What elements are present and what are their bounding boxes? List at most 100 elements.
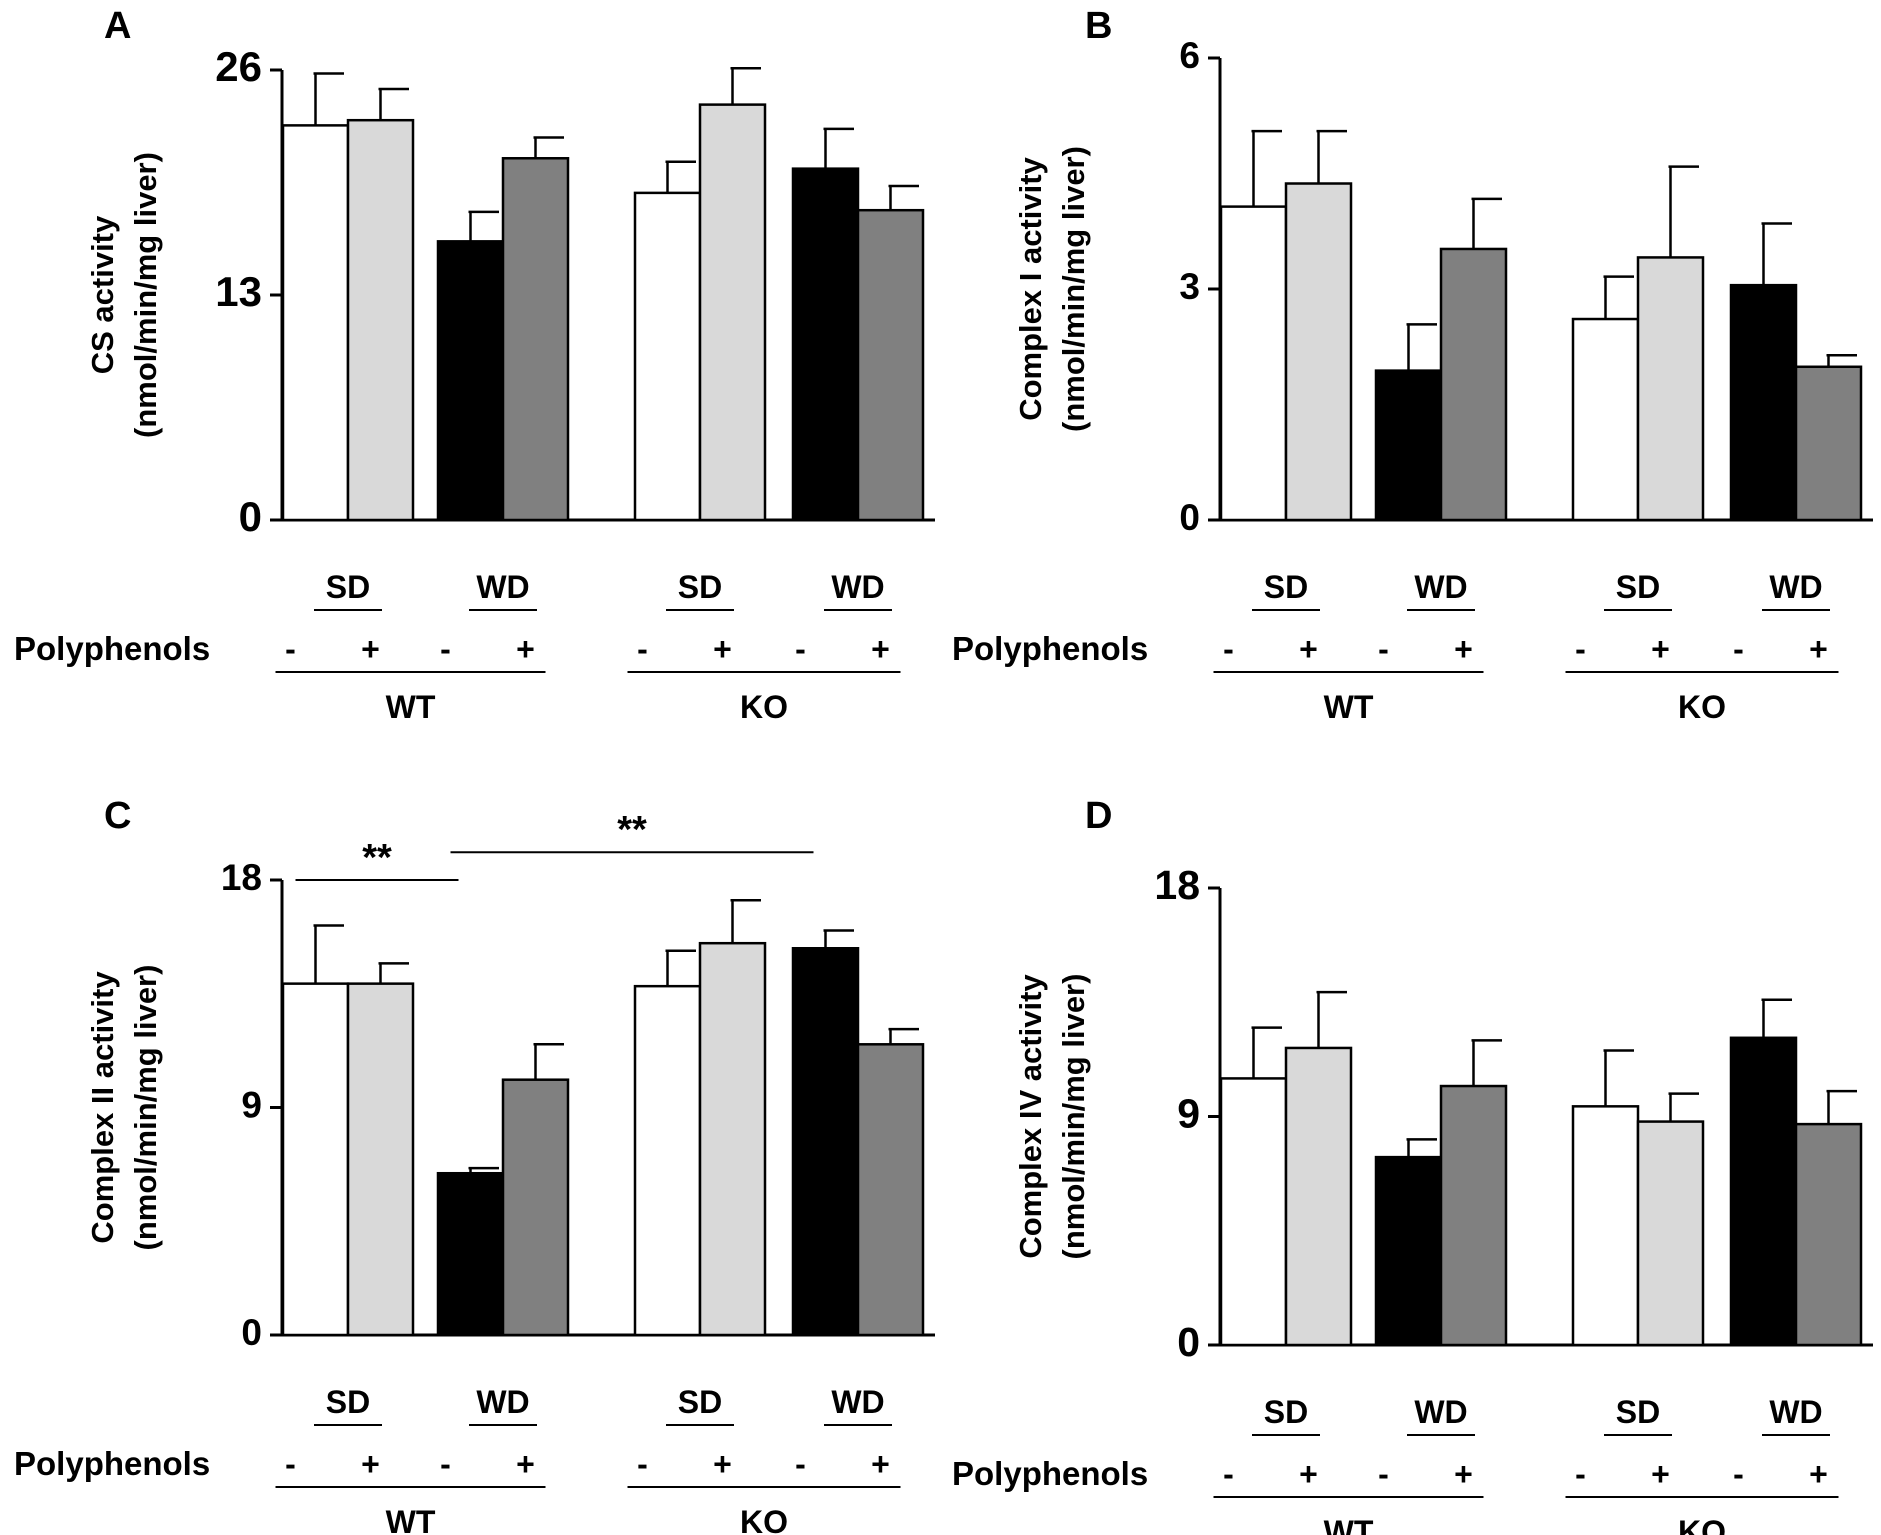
y-axis-label: Complex I activity xyxy=(1013,156,1048,420)
polyphenols-sign: + xyxy=(516,631,535,667)
bar-wt-sd-minus xyxy=(1219,205,1288,522)
polyphenols-sign: + xyxy=(1454,1456,1473,1492)
genotype-label: WT xyxy=(1324,1514,1374,1535)
bar-wt-sd-plus xyxy=(1284,182,1353,522)
y-tick-label: 9 xyxy=(1177,1090,1200,1136)
polyphenols-sign: - xyxy=(637,631,648,667)
bar-wt-sd-plus xyxy=(346,118,415,522)
polyphenols-label: Polyphenols xyxy=(952,630,1148,667)
y-axis-unit-label: (nmol/min/mg liver) xyxy=(1056,146,1091,432)
bar-wt-sd-minus xyxy=(281,982,350,1337)
diet-label: SD xyxy=(1264,1394,1308,1430)
polyphenols-sign: - xyxy=(1733,631,1744,667)
diet-label: SD xyxy=(326,1384,370,1420)
y-tick-label: 6 xyxy=(1179,35,1200,76)
diet-label: WD xyxy=(1414,1394,1467,1430)
y-axis-unit-label: (nmol/min/mg liver) xyxy=(128,152,163,438)
bar-wt-wd-plus xyxy=(501,157,570,522)
polyphenols-sign: + xyxy=(1809,1456,1828,1492)
panel-letter: C xyxy=(104,795,131,837)
y-axis-label: Complex IV activity xyxy=(1013,974,1048,1259)
polyphenols-sign: + xyxy=(871,1446,890,1482)
bar-ko-sd-plus xyxy=(1636,1120,1705,1347)
genotype-label: KO xyxy=(740,689,788,725)
panel-letter: B xyxy=(1085,5,1112,47)
diet-label: WD xyxy=(1769,1394,1822,1430)
polyphenols-sign: - xyxy=(440,1446,451,1482)
polyphenols-sign: + xyxy=(1299,631,1318,667)
bar-ko-sd-minus xyxy=(1571,1105,1640,1347)
bar-wt-wd-minus xyxy=(436,240,505,522)
polyphenols-label: Polyphenols xyxy=(952,1455,1148,1492)
bar-ko-wd-plus xyxy=(856,1043,925,1337)
diet-label: SD xyxy=(326,569,370,605)
bar-ko-sd-plus xyxy=(698,103,767,522)
diet-label: WD xyxy=(1769,569,1822,605)
panel-letter: A xyxy=(104,5,131,47)
bar-wt-wd-plus xyxy=(501,1078,570,1337)
y-tick-label: 0 xyxy=(239,493,262,540)
bar-ko-wd-minus xyxy=(1729,283,1798,522)
polyphenols-sign: - xyxy=(1378,1456,1389,1492)
genotype-label: WT xyxy=(1324,689,1374,725)
diet-label: WD xyxy=(831,569,884,605)
polyphenols-sign: + xyxy=(871,631,890,667)
polyphenols-sign: + xyxy=(1651,631,1670,667)
y-tick-label: 9 xyxy=(241,1084,262,1125)
polyphenols-sign: + xyxy=(713,1446,732,1482)
bar-ko-sd-plus xyxy=(698,941,767,1337)
bar-ko-wd-plus xyxy=(1794,1122,1863,1347)
polyphenols-sign: + xyxy=(361,631,380,667)
polyphenols-sign: + xyxy=(1299,1456,1318,1492)
bar-ko-wd-plus xyxy=(1794,365,1863,522)
diet-label: SD xyxy=(1264,569,1308,605)
polyphenols-sign: - xyxy=(795,1446,806,1482)
panel-letter: D xyxy=(1085,795,1112,837)
polyphenols-label: Polyphenols xyxy=(14,1445,210,1482)
bar-ko-sd-minus xyxy=(1571,317,1640,522)
polyphenols-label: Polyphenols xyxy=(14,630,210,667)
y-tick-label: 0 xyxy=(1179,497,1200,538)
y-tick-label: 18 xyxy=(1154,862,1200,908)
bar-wt-sd-minus xyxy=(1219,1077,1288,1347)
bar-ko-wd-minus xyxy=(791,947,860,1337)
polyphenols-sign: - xyxy=(285,631,296,667)
bar-ko-sd-minus xyxy=(633,984,702,1337)
bar-wt-sd-plus xyxy=(346,982,415,1337)
diet-label: WD xyxy=(476,1384,529,1420)
bar-wt-wd-minus xyxy=(1374,369,1443,522)
genotype-label: KO xyxy=(740,1504,788,1535)
bar-ko-wd-minus xyxy=(791,167,860,522)
polyphenols-sign: + xyxy=(516,1446,535,1482)
y-tick-label: 18 xyxy=(221,857,262,898)
bar-wt-sd-plus xyxy=(1284,1046,1353,1347)
y-tick-label: 0 xyxy=(1177,1319,1200,1365)
bar-wt-wd-plus xyxy=(1439,1084,1508,1347)
diet-label: WD xyxy=(1414,569,1467,605)
diet-label: WD xyxy=(476,569,529,605)
genotype-label: KO xyxy=(1678,689,1726,725)
polyphenols-sign: - xyxy=(1733,1456,1744,1492)
y-tick-label: 3 xyxy=(1179,266,1200,307)
panel-c: C Complex II activity (nmol/min/mg liver) 0… xyxy=(14,795,935,1535)
panel-b: B Complex I activity (nmol/min/mg liver) 0 3… xyxy=(952,5,1873,725)
polyphenols-sign: + xyxy=(1809,631,1828,667)
significance-label: ** xyxy=(362,837,392,879)
bar-wt-sd-minus xyxy=(281,124,350,522)
polyphenols-sign: - xyxy=(795,631,806,667)
genotype-label: KO xyxy=(1678,1514,1726,1535)
genotype-label: WT xyxy=(386,1504,436,1535)
polyphenols-sign: + xyxy=(1454,631,1473,667)
diet-label: SD xyxy=(678,569,722,605)
polyphenols-sign: - xyxy=(1223,1456,1234,1492)
bar-ko-sd-plus xyxy=(1636,256,1705,522)
polyphenols-sign: - xyxy=(285,1446,296,1482)
diet-label: SD xyxy=(1616,569,1660,605)
y-tick-label: 26 xyxy=(215,43,262,90)
significance-label: ** xyxy=(617,809,647,851)
panel-d: D Complex IV activity (nmol/min/mg liver) 0… xyxy=(952,795,1873,1535)
polyphenols-sign: - xyxy=(637,1446,648,1482)
polyphenols-sign: + xyxy=(1651,1456,1670,1492)
polyphenols-sign: - xyxy=(1223,631,1234,667)
